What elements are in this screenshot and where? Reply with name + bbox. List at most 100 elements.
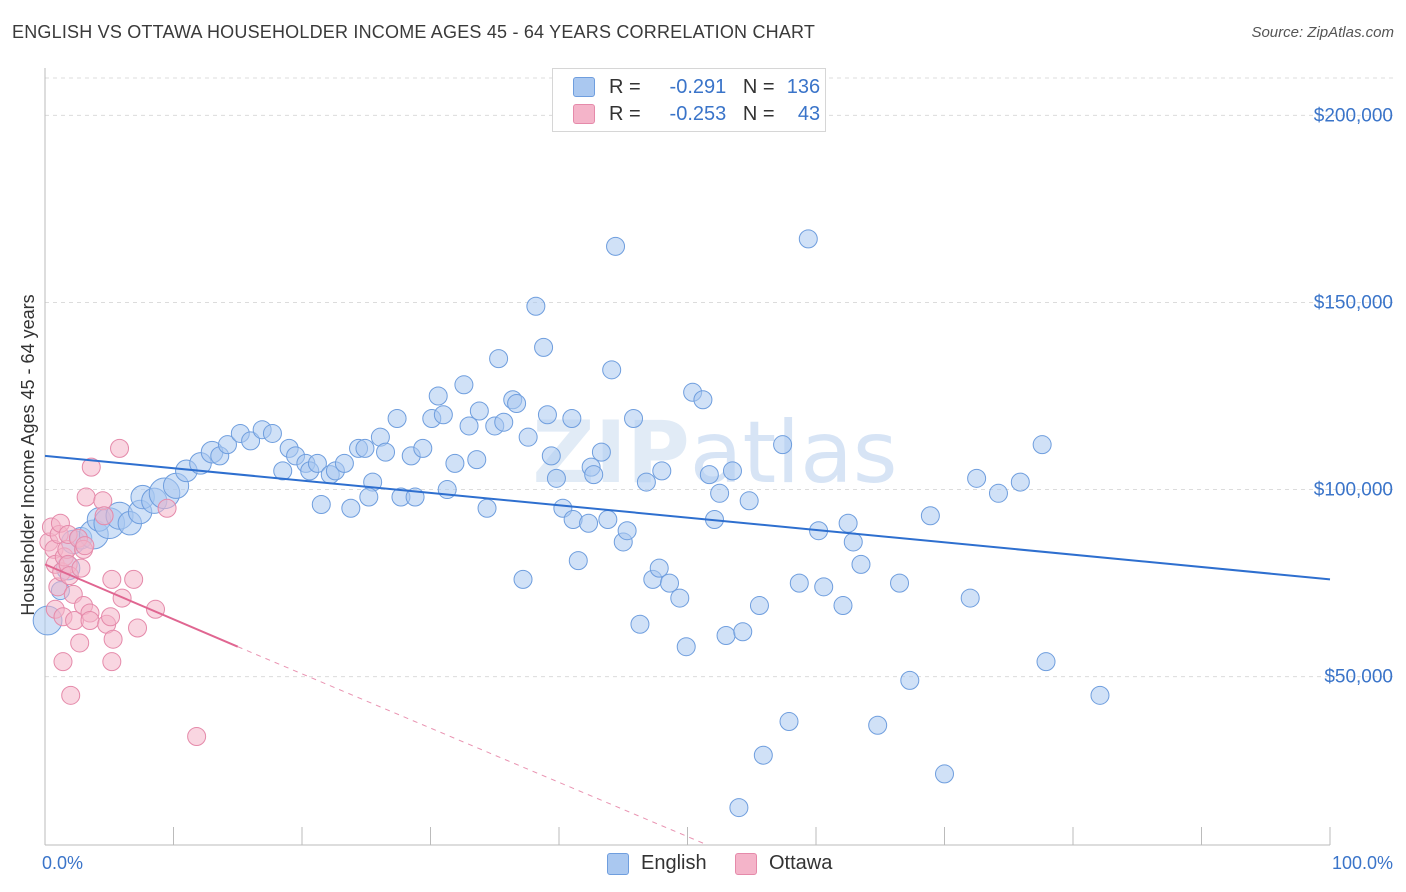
- english-point: [843, 532, 863, 552]
- english-point: [617, 521, 637, 541]
- english-point: [967, 468, 987, 488]
- english-point: [311, 495, 331, 515]
- series-legend: English Ottawa: [0, 852, 1406, 878]
- english-point: [467, 450, 487, 470]
- ottawa-point: [80, 611, 100, 631]
- english-point: [733, 622, 753, 642]
- english-point: [798, 229, 818, 249]
- ottawa-legend-label: Ottawa: [769, 852, 833, 874]
- ottawa-point: [128, 618, 148, 638]
- ottawa-point: [71, 558, 91, 578]
- english-point: [602, 360, 622, 380]
- english-point: [241, 431, 261, 451]
- english-point: [598, 509, 618, 529]
- english-point: [262, 423, 282, 443]
- ottawa-n-label: N =: [742, 102, 775, 125]
- source-label: Source: ZipAtlas.com: [1251, 24, 1394, 41]
- ottawa-r-value: -0.253: [669, 102, 727, 125]
- english-point: [459, 416, 479, 436]
- ottawa-point: [76, 487, 96, 507]
- english-point: [387, 408, 407, 428]
- english-point: [507, 394, 527, 414]
- english-point: [652, 461, 672, 481]
- english-swatch: [573, 77, 595, 97]
- english-point: [568, 551, 588, 571]
- english-point: [814, 577, 834, 597]
- ottawa-points: [39, 438, 207, 746]
- english-point: [630, 614, 650, 634]
- english-point: [428, 386, 448, 406]
- english-point: [693, 390, 713, 410]
- english-r-value: -0.291: [669, 75, 727, 98]
- english-point: [534, 337, 554, 357]
- english-point: [739, 491, 759, 511]
- ottawa-point: [110, 438, 130, 458]
- english-point: [789, 573, 809, 593]
- english-point: [753, 745, 773, 765]
- english-point: [217, 435, 237, 455]
- ottawa-point: [124, 569, 144, 589]
- x-tick-labels: 0.0% 100.0%: [42, 853, 1393, 873]
- english-point: [537, 405, 557, 425]
- stats-legend: R = -0.291 N = 136 R = -0.253 N = 43: [552, 68, 826, 132]
- ottawa-trend-extension: [237, 646, 708, 846]
- y-tick-label: $50,000: [1324, 667, 1393, 688]
- ottawa-point: [103, 629, 123, 649]
- english-point: [868, 715, 888, 735]
- english-point: [960, 588, 980, 608]
- ottawa-point: [102, 569, 122, 589]
- english-point: [579, 513, 599, 533]
- english-point: [660, 573, 680, 593]
- ottawa-point: [102, 652, 122, 672]
- y-tick-label: $100,000: [1314, 480, 1393, 501]
- x-tick-label-min: 0.0%: [42, 853, 83, 873]
- axes: [44, 68, 1331, 846]
- english-point: [636, 472, 656, 492]
- ottawa-point: [61, 685, 81, 705]
- ottawa-point: [101, 607, 121, 627]
- ottawa-point: [81, 457, 101, 477]
- english-point: [494, 412, 514, 432]
- english-point: [413, 438, 433, 458]
- y-tick-label: $200,000: [1314, 105, 1393, 126]
- english-point: [307, 453, 327, 473]
- english-point: [445, 453, 465, 473]
- legend-item-ottawa[interactable]: Ottawa: [735, 852, 832, 875]
- english-point: [477, 498, 497, 518]
- english-point: [376, 442, 396, 462]
- english-point: [920, 506, 940, 526]
- english-point: [851, 554, 871, 574]
- english-point: [334, 453, 354, 473]
- english-point: [606, 236, 626, 256]
- english-point: [710, 483, 730, 503]
- grid-lines: [45, 77, 1394, 678]
- english-point: [890, 573, 910, 593]
- english-point: [541, 446, 561, 466]
- english-r-label: R =: [609, 75, 641, 98]
- ottawa-point: [187, 726, 207, 746]
- y-tick-labels: $50,000 $100,000 $150,000 $200,000: [1314, 105, 1393, 687]
- ottawa-point: [157, 498, 177, 518]
- ottawa-legend-swatch: [735, 852, 757, 875]
- english-n-label: N =: [742, 75, 775, 98]
- chart-title: ENGLISH VS OTTAWA HOUSEHOLDER INCOME AGE…: [12, 22, 816, 42]
- trend-lines: [44, 454, 1331, 846]
- english-point: [1010, 472, 1030, 492]
- english-point: [670, 588, 690, 608]
- english-point: [526, 296, 546, 316]
- english-point: [273, 461, 293, 481]
- english-point: [773, 435, 793, 455]
- english-trend-line: [44, 454, 1331, 581]
- ottawa-point: [53, 652, 73, 672]
- english-point: [699, 465, 719, 485]
- english-point: [729, 798, 749, 818]
- english-legend-label: English: [641, 852, 707, 874]
- legend-item-english[interactable]: English: [607, 852, 707, 875]
- ottawa-point: [70, 633, 90, 653]
- english-point: [676, 637, 696, 657]
- english-point: [838, 513, 858, 533]
- english-point: [591, 442, 611, 462]
- english-point: [649, 558, 669, 578]
- ottawa-swatch: [573, 104, 595, 124]
